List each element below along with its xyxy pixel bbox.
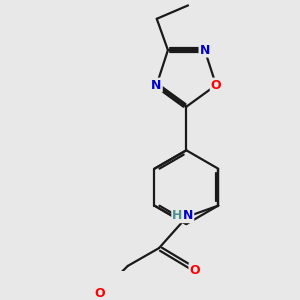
Text: H: H xyxy=(172,209,183,222)
Text: N: N xyxy=(152,79,162,92)
Text: N: N xyxy=(200,44,210,57)
Text: O: O xyxy=(190,264,200,277)
Text: N: N xyxy=(183,209,193,222)
Text: O: O xyxy=(211,79,221,92)
Text: O: O xyxy=(94,287,105,300)
